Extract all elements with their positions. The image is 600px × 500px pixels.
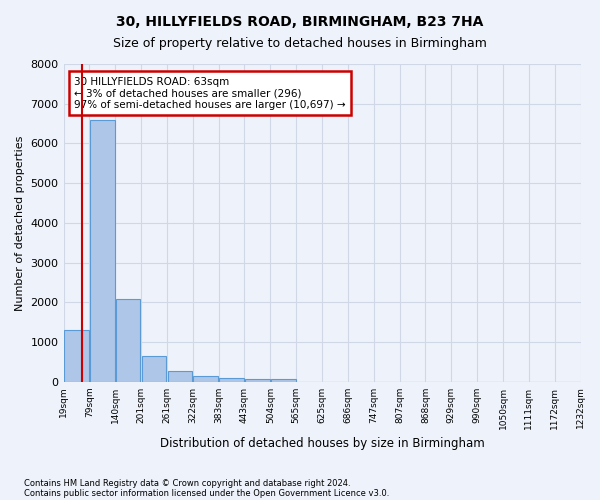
Bar [90, 120, 115, 382]
Bar [116, 299, 140, 382]
Bar [245, 379, 269, 382]
Bar [271, 379, 296, 382]
Text: Contains public sector information licensed under the Open Government Licence v3: Contains public sector information licen… [24, 488, 389, 498]
Text: 30 HILLYFIELDS ROAD: 63sqm
← 3% of detached houses are smaller (296)
97% of semi: 30 HILLYFIELDS ROAD: 63sqm ← 3% of detac… [74, 76, 346, 110]
Text: Size of property relative to detached houses in Birmingham: Size of property relative to detached ho… [113, 38, 487, 51]
Bar [193, 376, 218, 382]
Text: Contains HM Land Registry data © Crown copyright and database right 2024.: Contains HM Land Registry data © Crown c… [24, 478, 350, 488]
Bar [219, 378, 244, 382]
Bar [167, 371, 192, 382]
Bar [142, 356, 166, 382]
X-axis label: Distribution of detached houses by size in Birmingham: Distribution of detached houses by size … [160, 437, 484, 450]
Bar [64, 330, 89, 382]
Y-axis label: Number of detached properties: Number of detached properties [15, 135, 25, 310]
Text: 30, HILLYFIELDS ROAD, BIRMINGHAM, B23 7HA: 30, HILLYFIELDS ROAD, BIRMINGHAM, B23 7H… [116, 15, 484, 29]
